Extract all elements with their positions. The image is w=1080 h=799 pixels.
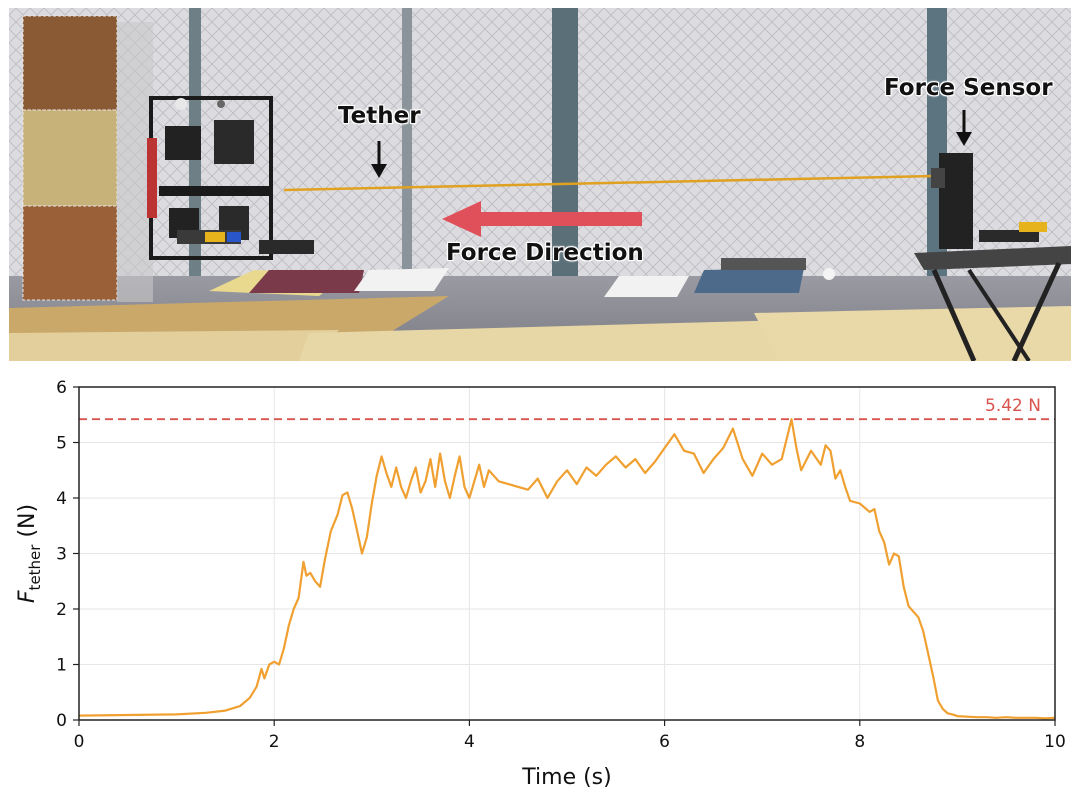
force-plot: 0 2 4 6 8 10 0 1 2 3 4 5 6 Time (s) Ftether (N) 5.42… xyxy=(0,367,1080,799)
x-tick-label: 0 xyxy=(74,732,85,752)
pad-blue xyxy=(694,268,804,293)
pole-mid-left xyxy=(402,8,412,288)
reference-line-label: 5.42 N xyxy=(985,396,1041,416)
tether-callout-arrow xyxy=(371,141,387,178)
pole-center xyxy=(552,8,578,288)
pad-white xyxy=(354,268,449,291)
tether-label: Tether xyxy=(338,103,421,129)
foam-mat-left xyxy=(9,296,449,338)
y-tick-label: 0 xyxy=(56,711,67,731)
y-axis-label: Ftether (N) xyxy=(15,504,44,603)
tether-line xyxy=(283,174,935,192)
experiment-photo xyxy=(9,8,1071,361)
pad-dark xyxy=(721,258,806,270)
foam-mat-front-right xyxy=(754,306,1071,361)
x-tick-label: 4 xyxy=(464,732,475,752)
x-tick-label: 10 xyxy=(1044,732,1066,752)
series-group xyxy=(78,418,1056,720)
x-tick-label: 8 xyxy=(854,732,865,752)
foam-mat-front-left xyxy=(9,330,339,361)
ticks: 0 2 4 6 8 10 0 1 2 3 4 5 6 xyxy=(56,378,1066,752)
x-axis-label: Time (s) xyxy=(521,765,611,790)
force-sensor-callout-arrow xyxy=(956,110,972,146)
pad-red xyxy=(249,270,364,293)
foam-mat-front-center xyxy=(299,320,789,361)
box-middle xyxy=(22,109,118,207)
grid xyxy=(78,386,1056,721)
y-axis-label-unit: (N) xyxy=(15,504,40,545)
box-top xyxy=(22,15,118,111)
y-tick-label: 2 xyxy=(56,600,67,620)
y-axis-label-sub: tether xyxy=(26,544,44,591)
y-tick-label: 3 xyxy=(56,545,67,565)
y-tick-label: 4 xyxy=(56,489,67,509)
photo-scene xyxy=(9,8,1071,361)
force-sensor-label: Force Sensor xyxy=(884,75,1053,101)
chart-canvas: 0 2 4 6 8 10 0 1 2 3 4 5 6 Time (s) Ftether (N) 5.42… xyxy=(15,378,1066,790)
y-tick-label: 1 xyxy=(56,656,67,676)
x-tick-label: 2 xyxy=(269,732,280,752)
force-sensor-rig xyxy=(914,153,1071,361)
y-tick-label: 6 xyxy=(56,378,67,398)
tether-force-series xyxy=(78,418,1056,720)
y-axis-label-main: F xyxy=(15,590,40,603)
x-tick-label: 6 xyxy=(659,732,670,752)
pad-white-2 xyxy=(604,276,689,297)
box-bottom xyxy=(22,205,118,301)
force-direction-arrow xyxy=(442,201,642,237)
y-tick-label: 5 xyxy=(56,434,67,454)
force-direction-label: Force Direction xyxy=(446,240,644,266)
aerial-robot xyxy=(147,96,314,260)
marker-ball xyxy=(823,268,835,280)
